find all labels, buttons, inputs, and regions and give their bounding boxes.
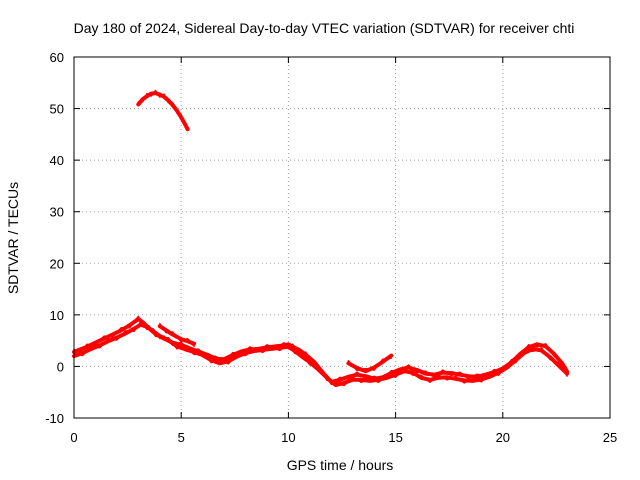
y-tick-label: -10 — [45, 411, 64, 426]
x-tick-label: 10 — [281, 430, 295, 445]
x-tick-label: 15 — [388, 430, 402, 445]
y-tick-labels: -10 0 10 20 30 40 50 60 — [45, 50, 64, 426]
y-axis-label: SDTVAR / TECUs — [5, 182, 21, 294]
y-tick-label: 50 — [50, 102, 64, 117]
y-tick-label: 10 — [50, 308, 64, 323]
y-tick-label: 40 — [50, 153, 64, 168]
series-jitter-main-b — [73, 321, 568, 387]
grid-lines — [74, 57, 610, 418]
y-tick-label: 30 — [50, 205, 64, 220]
x-tick-label: 5 — [178, 430, 185, 445]
y-tick-label: 0 — [57, 359, 64, 374]
series-jitter-evening-bump — [159, 322, 195, 347]
x-tick-labels: 0 5 10 15 20 25 — [70, 430, 617, 445]
series-jitter-high-arc — [137, 89, 189, 129]
series-line-high-arc — [136, 91, 190, 132]
plot-frame — [73, 56, 611, 419]
y-tick-label: 60 — [50, 50, 64, 65]
series-line-main-b — [72, 322, 570, 387]
data-series — [72, 89, 570, 387]
axis-ticks — [73, 56, 611, 419]
y-tick-label: 20 — [50, 256, 64, 271]
x-tick-label: 25 — [603, 430, 617, 445]
chart-title: Day 180 of 2024, Sidereal Day-to-day VTE… — [74, 20, 575, 36]
x-tick-label: 0 — [70, 430, 77, 445]
x-tick-label: 20 — [496, 430, 510, 445]
x-axis-label: GPS time / hours — [287, 457, 394, 473]
series-jitter-mid-bump — [347, 357, 393, 372]
